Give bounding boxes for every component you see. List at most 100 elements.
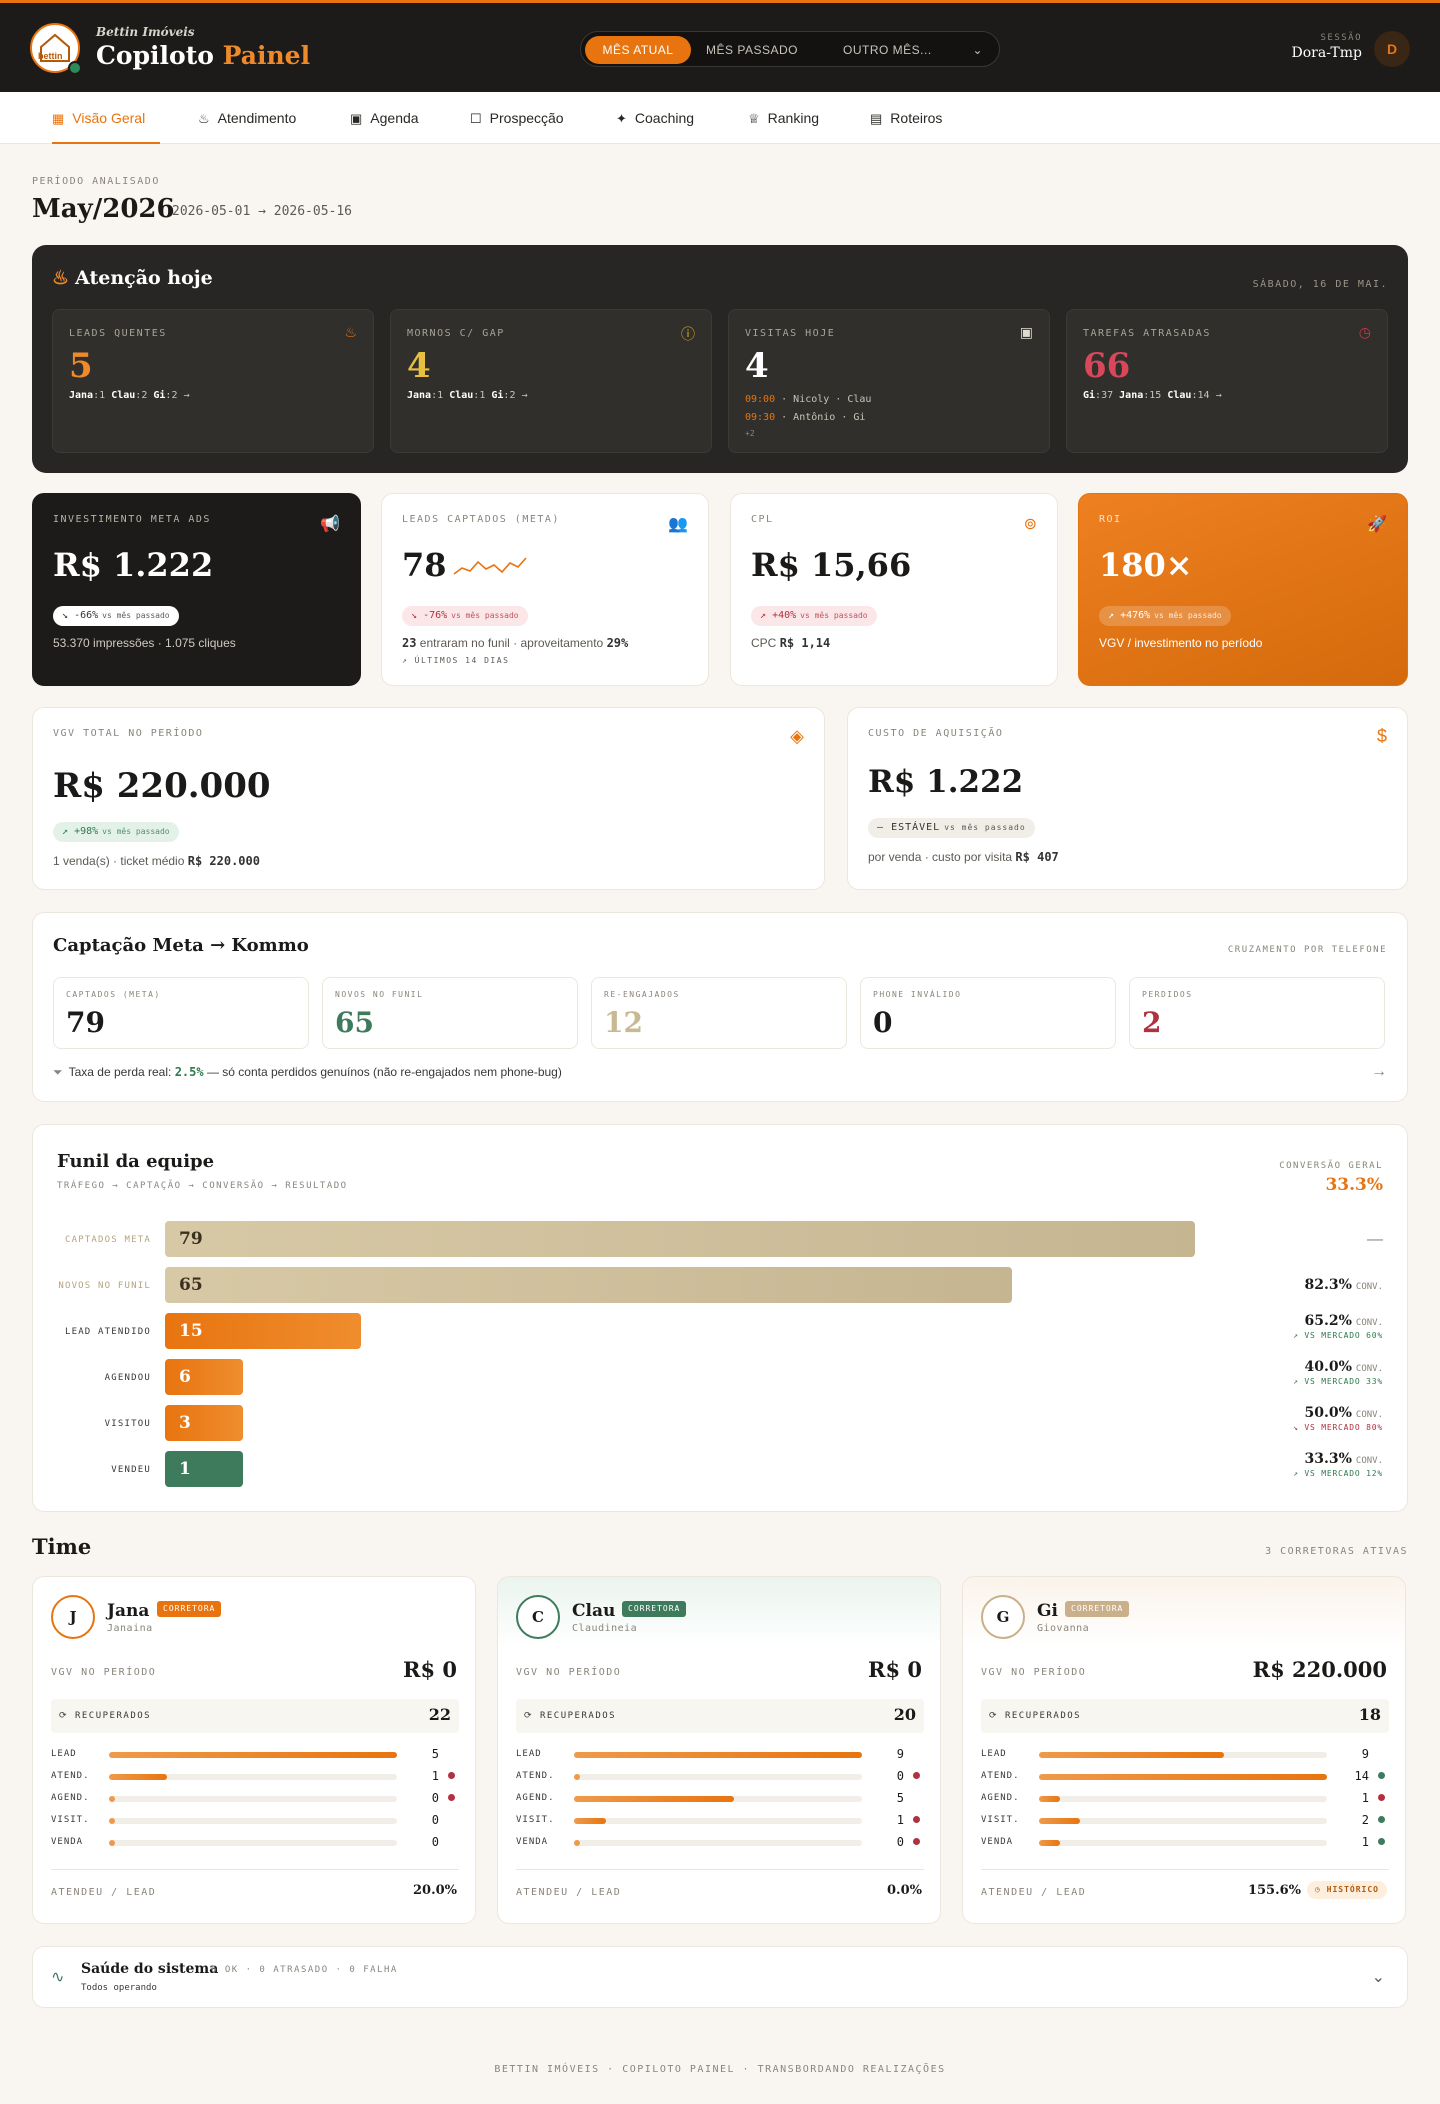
dollar-circle-icon: $ <box>1376 726 1387 746</box>
stage-bar <box>574 1774 862 1780</box>
grid-icon: ▦ <box>52 111 65 126</box>
period-current-month[interactable]: MÊS ATUAL <box>585 36 691 64</box>
funnel-bar[interactable]: 6 <box>165 1359 243 1395</box>
funnel-conversion: 50.0% CONV. ↘ VS MERCADO 80% <box>1293 1405 1383 1432</box>
avatar: G <box>981 1595 1025 1639</box>
funnel-title: Funil da equipe <box>57 1151 215 1172</box>
market-compare: ↘ VS MERCADO 80% <box>1293 1423 1383 1432</box>
vgv-value: R$ 220.000 <box>53 766 271 806</box>
funnel-bar-value: 79 <box>179 1229 203 1249</box>
tab-ranking[interactable]: ♕ Ranking <box>748 110 820 126</box>
session-user: Dora-Tmp <box>1291 45 1363 61</box>
arrow-right-icon[interactable]: → <box>1371 1063 1387 1080</box>
hot-leads-card[interactable]: LEADS QUENTES ♨ 5 Jana:1 Clau:2 Gi:2 → <box>52 309 374 453</box>
stage-label: VISIT. <box>516 1815 555 1825</box>
acquisition-cost-card: CUSTO DE AQUISIÇÃO $ R$ 1.222 — ESTÁVEL v… <box>847 707 1408 890</box>
market-compare: ↗ VS MERCADO 12% <box>1293 1469 1383 1478</box>
trend-up-icon: ↗ <box>760 610 767 621</box>
stage-value: 2 <box>1361 1813 1369 1827</box>
team-member-card[interactable]: J Jana CORRETORA Janaina VGV NO PERÍODO R$ 0 ⟳… <box>32 1576 476 1924</box>
stage-label: AGEND. <box>51 1793 90 1803</box>
card-breakdown: Gi:37 Jana:15 Clau:14 → <box>1083 390 1222 401</box>
coins-icon: ⊚ <box>1023 516 1037 533</box>
funnel-stage-label: VENDEU <box>111 1465 151 1475</box>
tab-roteiros[interactable]: ▤ Roteiros <box>870 110 943 126</box>
visit-item: 09:00 · Nicoly · Clau <box>745 394 872 405</box>
calendar-icon: ▣ <box>350 111 363 126</box>
team-member-card[interactable]: G Gi CORRETORA Giovanna VGV NO PERÍODO R$ 220… <box>962 1576 1406 1924</box>
member-name: Jana <box>107 1601 150 1621</box>
funnel-bar[interactable]: 15 <box>165 1313 361 1349</box>
diamond-icon: ◈ <box>790 726 804 746</box>
tab-atendimento[interactable]: ♨ Atendimento <box>198 110 297 126</box>
funnel-conversion: 40.0% CONV. ↗ VS MERCADO 33% <box>1293 1359 1383 1386</box>
script-icon: ▤ <box>870 111 883 126</box>
tab-coaching[interactable]: ✦ Coaching <box>616 110 695 126</box>
activity-icon: ∿ <box>51 1969 65 1986</box>
stage-bar <box>1039 1774 1327 1780</box>
trend-up-icon: ↗ <box>1108 610 1115 621</box>
flame-icon: ♨ <box>344 324 357 340</box>
megaphone-icon: 📢 <box>320 516 340 533</box>
trend-pill: ↘ -76% vs mês passado <box>402 606 528 626</box>
funnel-bar[interactable]: 3 <box>165 1405 243 1441</box>
stage-label: VENDA <box>981 1837 1014 1847</box>
stage-label: LEAD <box>51 1749 77 1759</box>
chevron-down-icon[interactable]: ⌄ <box>1371 1969 1385 1986</box>
late-tasks-card[interactable]: TAREFAS ATRASADAS ◷ 66 Gi:37 Jana:15 Cla… <box>1066 309 1388 453</box>
stage-value: 5 <box>431 1747 439 1761</box>
user-avatar[interactable]: D <box>1374 31 1410 67</box>
role-badge: CORRETORA <box>157 1601 222 1617</box>
captacao-title: Captação Meta → Kommo <box>53 935 309 956</box>
refresh-icon: ⟳ <box>524 1711 540 1721</box>
funnel-stage-label: CAPTADOS META <box>64 1235 151 1245</box>
status-dot <box>913 1838 920 1845</box>
stage-label: VISIT. <box>51 1815 90 1825</box>
filter-icon: ⏷ <box>53 1065 63 1079</box>
warm-gap-card[interactable]: MORNOS C/ GAP ⓘ 4 Jana:1 Clau:1 Gi:2 → <box>390 309 712 453</box>
captacao-box: PHONE INVÁLIDO 0 <box>860 977 1116 1049</box>
footer: BETTIN IMÓVEIS · COPILOTO PAINEL · TRANS… <box>494 2064 946 2075</box>
house-logo-icon <box>40 33 70 62</box>
member-name: Gi <box>1037 1601 1058 1621</box>
calendar-clock-icon: ▣ <box>1019 324 1033 340</box>
leads-sparkline <box>453 557 527 575</box>
status-dot <box>1378 1816 1385 1823</box>
card-breakdown: Jana:1 Clau:2 Gi:2 → <box>69 390 190 401</box>
period-range: 2026-05-01 → 2026-05-16 <box>172 204 353 219</box>
funnel-stage-label: NOVOS NO FUNIL <box>58 1281 151 1291</box>
visits-today-card[interactable]: VISITAS HOJE ▣ 4 09:00 · Nicoly · Clau 0… <box>728 309 1050 453</box>
member-vgv: R$ 0 <box>868 1657 922 1682</box>
member-vgv: R$ 0 <box>403 1657 457 1682</box>
funnel-conversion: — <box>1367 1231 1383 1248</box>
period-other-month[interactable]: OUTRO MÊS... ⌄ <box>813 36 997 64</box>
stage-bar <box>574 1840 862 1846</box>
period-last-month[interactable]: MÊS PASSADO <box>706 43 798 57</box>
member-name: Clau <box>572 1601 616 1621</box>
stage-value: 9 <box>896 1747 904 1761</box>
status-dot <box>913 1816 920 1823</box>
period-label: PERÍODO ANALISADO <box>32 176 160 187</box>
overall-conversion: 33.3% <box>1325 1175 1383 1195</box>
funnel-bar[interactable]: 1 <box>165 1451 243 1487</box>
funnel-bar[interactable]: 79 <box>165 1221 1195 1257</box>
history-badge[interactable]: ◷ HISTÓRICO <box>1307 1881 1387 1899</box>
team-member-card[interactable]: C Clau CORRETORA Claudineia VGV NO PERÍODO R$… <box>497 1576 941 1924</box>
health-title: Saúde do sistema <box>81 1961 219 1977</box>
team-funnel: Funil da equipe TRÁFEGO → CAPTAÇÃO → CON… <box>32 1124 1408 1512</box>
trend-pill: ↘ -66% vs mês passado <box>53 606 179 626</box>
tab-agenda[interactable]: ▣ Agenda <box>350 110 419 126</box>
status-dot <box>913 1772 920 1779</box>
recovered-row: ⟳ RECUPERADOS 18 <box>981 1699 1389 1733</box>
stage-value: 0 <box>431 1813 439 1827</box>
funnel-stage-label: VISITOU <box>104 1419 151 1429</box>
tab-visao-geral[interactable]: ▦ Visão Geral <box>52 92 160 144</box>
funnel-bar[interactable]: 65 <box>165 1267 1012 1303</box>
system-health[interactable]: ∿ Saúde do sistema 6 OK · 0 ATRASADO · 0… <box>32 1946 1408 2008</box>
visit-item: 09:30 · Antônio · Gi <box>745 412 866 423</box>
refresh-icon: ⟳ <box>989 1711 1005 1721</box>
member-vgv: R$ 220.000 <box>1252 1657 1387 1682</box>
stage-value: 0 <box>431 1835 439 1849</box>
tab-prospeccao[interactable]: ☐ Prospecção <box>470 110 564 126</box>
attention-panel: ♨ Atenção hoje SÁBADO, 16 DE MAI. LEADS Q… <box>32 245 1408 473</box>
